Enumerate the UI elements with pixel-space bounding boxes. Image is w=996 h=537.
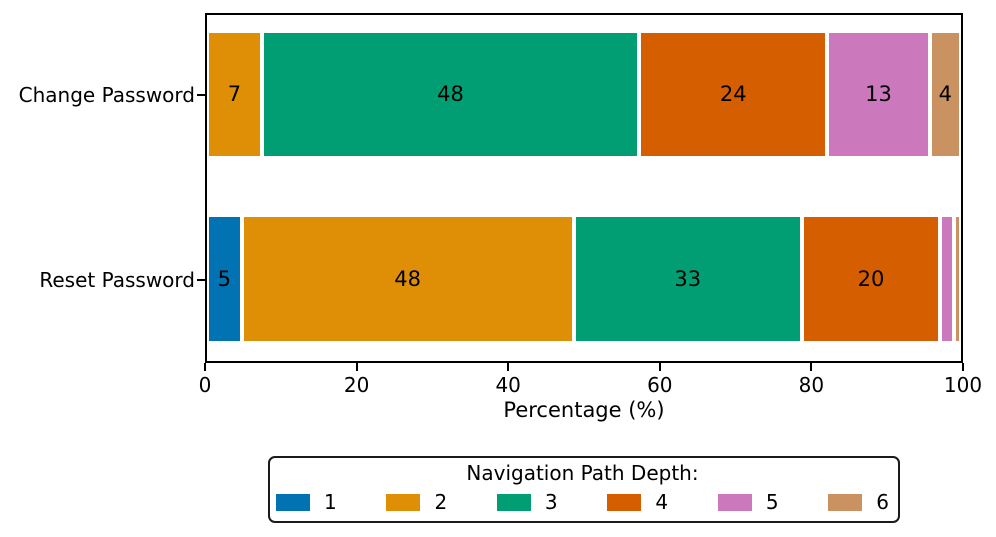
segment-value-label: 48 (437, 82, 464, 106)
legend-entry-depth-6: 6 (828, 492, 889, 512)
segment-value-label: 48 (394, 266, 421, 291)
x-tick-label-60: 60 (647, 373, 673, 397)
bar-segment-depth-1: 5 (207, 215, 242, 343)
x-axis-title: Percentage (%) (503, 398, 665, 422)
segment-value-label: 33 (674, 266, 702, 291)
legend-entries: 1 2 3 4 5 6 (276, 492, 889, 512)
legend-entry-depth-2: 2 (386, 492, 447, 512)
legend-swatch-icon (276, 493, 310, 511)
bar-segment-depth-3: 33 (573, 215, 802, 343)
legend-entry-label: 4 (655, 490, 669, 514)
legend-entry-label: 5 (765, 490, 779, 514)
plot-area: 7 48 24 13 4 5 48 33 20 (205, 13, 963, 363)
x-tick-mark (810, 363, 813, 371)
bar-segment-depth-4: 20 (801, 215, 941, 343)
legend-swatch-icon (717, 493, 752, 511)
x-tick-label-80: 80 (798, 373, 825, 397)
bar-segment-depth-4: 24 (638, 31, 828, 158)
y-tick-label-change-password: Change Password (18, 82, 195, 107)
legend-title: Navigation Path Depth: (466, 461, 699, 485)
bar-reset-password: 5 48 33 20 (207, 215, 961, 343)
segment-value-label: 13 (865, 82, 892, 106)
legend-entry-label: 6 (876, 490, 889, 514)
segment-value-label: 7 (227, 82, 242, 106)
bar-segment-depth-3: 48 (261, 31, 639, 158)
legend-swatch-icon (607, 493, 642, 511)
segment-value-label: 4 (938, 82, 952, 106)
legend-entry-depth-1: 1 (276, 492, 337, 512)
legend-swatch-icon (496, 493, 531, 511)
x-tick-label-40: 40 (495, 373, 521, 397)
legend-entry-label: 3 (544, 490, 558, 514)
legend-entry-label: 2 (434, 490, 448, 514)
y-tick-mark (197, 278, 205, 281)
legend-swatch-icon (828, 493, 863, 511)
x-tick-mark (204, 363, 206, 371)
legend-entry-label: 1 (324, 490, 337, 514)
legend-entry-depth-5: 5 (717, 490, 779, 514)
x-tick-mark (962, 363, 964, 371)
bar-segment-depth-2: 48 (241, 215, 574, 343)
bar-change-password: 7 48 24 13 4 (207, 31, 961, 158)
x-tick-mark (507, 363, 510, 371)
x-tick-label-0: 0 (198, 373, 212, 397)
legend: Navigation Path Depth: 1 2 3 4 5 6 (268, 456, 900, 523)
segment-value-label: 24 (719, 82, 747, 106)
legend-entry-depth-4: 4 (607, 492, 668, 512)
x-tick-label-20: 20 (343, 373, 370, 397)
bar-segment-depth-6 (954, 215, 961, 343)
segment-value-label: 20 (857, 266, 885, 291)
x-tick-label-100: 100 (943, 373, 983, 397)
x-tick-mark (355, 363, 358, 371)
y-tick-label-reset-password: Reset Password (39, 267, 195, 292)
bar-segment-depth-5: 13 (827, 31, 930, 158)
segment-value-label: 5 (217, 266, 231, 291)
y-tick-mark (197, 93, 205, 96)
legend-entry-depth-3: 3 (496, 490, 558, 514)
bar-segment-depth-2: 7 (207, 31, 262, 158)
x-tick-mark (658, 363, 661, 371)
bar-segment-depth-5 (940, 215, 955, 343)
legend-swatch-icon (386, 493, 421, 511)
bar-segment-depth-6: 4 (929, 31, 961, 158)
